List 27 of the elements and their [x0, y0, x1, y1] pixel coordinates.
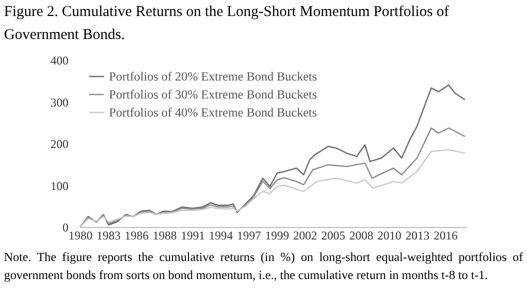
y-tick-label: 400 [50, 54, 68, 68]
x-tick-label: 1994 [208, 228, 233, 242]
x-tick-label: 2013 [405, 228, 430, 242]
legend-label: Portfolios of 30% Extreme Bond Buckets [109, 88, 318, 102]
line-series [79, 127, 466, 228]
chart-title: Figure 2. Cumulative Returns on the Long-Short Momentum Portfolios of Government Bonds. [4, 3, 450, 45]
x-tick-label: 1983 [96, 228, 121, 242]
x-tick-label: 1980 [68, 228, 92, 242]
y-tick-label: 300 [50, 95, 68, 110]
x-tick-label: 1991 [180, 228, 205, 242]
x-tick-label: 1986 [124, 228, 149, 242]
x-tick-label: 2005 [321, 228, 346, 242]
x-tick-label: 1999 [265, 228, 290, 242]
x-tick-label: 1997 [236, 228, 261, 242]
y-tick-label: 100 [50, 178, 68, 193]
x-tick-label: 2010 [377, 228, 402, 242]
x-tick-label: 1988 [152, 228, 177, 242]
x-tick-label: 2008 [349, 228, 374, 242]
y-tick-label: 200 [50, 137, 68, 151]
y-tick-label: 0 [62, 220, 68, 234]
line-series [79, 84, 466, 228]
x-tick-label: 2016 [434, 228, 458, 242]
legend-label: Portfolios of 40% Extreme Bond Buckets [109, 106, 318, 120]
x-tick-label: 2002 [293, 228, 318, 242]
legend-label: Portfolios of 20% Extreme Bond Buckets [109, 70, 318, 84]
text: Note. The figure reports the cumulative returns (in %) on long-short equal-weighted portfolios of government bonds from sorts on bond momentum, i.e., the cumulative return in months t-8 to t-1. [4, 249, 523, 284]
line-series [79, 149, 466, 228]
